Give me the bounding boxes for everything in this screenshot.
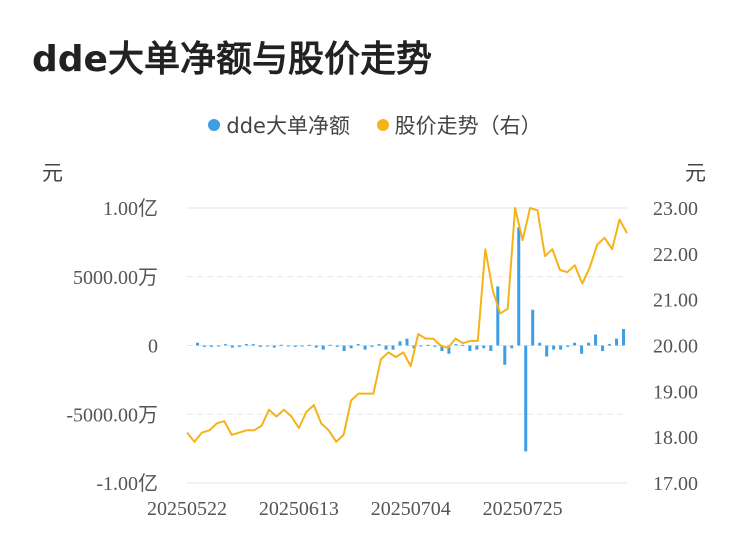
bar	[349, 345, 353, 349]
x-tick-label: 20250725	[483, 498, 563, 520]
right-tick-label: 19.00	[653, 381, 698, 403]
bar	[335, 345, 339, 347]
bar	[524, 345, 528, 452]
bar	[510, 345, 514, 349]
left-tick-label: -5000.00万	[66, 404, 158, 426]
bar	[370, 345, 374, 347]
bar	[538, 342, 542, 346]
bar	[503, 345, 507, 365]
bar	[265, 345, 269, 347]
bar	[202, 345, 206, 347]
bar	[433, 345, 437, 347]
bar	[251, 344, 255, 346]
bar	[342, 345, 346, 351]
bar	[566, 345, 570, 347]
left-tick-label: 5000.00万	[73, 267, 158, 289]
bar	[384, 345, 388, 350]
left-axis-unit: 元	[42, 161, 63, 185]
bar	[573, 342, 577, 346]
bar	[223, 344, 227, 346]
bar	[517, 227, 521, 346]
bar	[587, 342, 591, 346]
right-tick-label: 23.00	[653, 198, 698, 220]
bar	[468, 345, 472, 351]
bar	[426, 344, 430, 346]
bar	[608, 344, 612, 346]
legend-dot-blue	[208, 119, 221, 131]
legend-item-price[interactable]: 股价走势（右）	[376, 110, 542, 140]
bar	[405, 338, 409, 346]
bar	[307, 344, 311, 346]
bar	[412, 345, 416, 349]
bar	[531, 309, 535, 346]
bar	[244, 344, 248, 346]
bar	[391, 345, 395, 350]
bar	[230, 345, 234, 348]
x-tick-label: 20250613	[259, 498, 339, 520]
legend: dde大单净额 股价走势（右）	[0, 110, 750, 140]
legend-label-dde: dde大单净额	[226, 114, 350, 138]
bar	[363, 345, 367, 350]
right-tick-label: 22.00	[653, 244, 698, 266]
left-tick-label: 1.00亿	[103, 197, 158, 220]
bar	[216, 345, 220, 347]
bar	[622, 329, 626, 346]
bar	[398, 341, 402, 346]
bar	[601, 345, 605, 351]
bar	[377, 344, 381, 346]
right-tick-label: 21.00	[653, 290, 698, 312]
bar	[559, 345, 563, 350]
right-axis-unit: 元	[685, 161, 706, 185]
right-tick-label: 18.00	[653, 427, 698, 449]
left-tick-label: -1.00亿	[96, 472, 158, 495]
bar	[496, 286, 500, 346]
bar	[454, 344, 458, 346]
bar	[475, 345, 479, 350]
right-tick-label: 20.00	[653, 336, 698, 358]
bar	[552, 345, 556, 350]
x-tick-label: 20250522	[147, 498, 227, 520]
bar	[580, 345, 584, 354]
bar	[328, 344, 332, 346]
bar	[594, 334, 598, 346]
bar	[195, 342, 199, 346]
legend-dot-yellow	[376, 119, 389, 131]
bar	[489, 345, 493, 351]
bar	[286, 345, 290, 347]
right-tick-label: 17.00	[653, 473, 698, 495]
chart-title: dde大单净额与股价走势	[32, 39, 432, 80]
bar	[356, 344, 360, 346]
bar	[447, 345, 451, 354]
bar	[482, 345, 486, 349]
legend-item-dde[interactable]: dde大单净额	[208, 110, 350, 140]
bar	[461, 344, 465, 346]
bar	[258, 345, 262, 347]
bar	[237, 345, 241, 347]
bar	[300, 345, 304, 347]
bar	[545, 345, 549, 357]
bar	[293, 345, 297, 347]
bar	[321, 345, 325, 350]
bar	[272, 345, 276, 348]
bar	[314, 345, 318, 348]
bar	[615, 338, 619, 346]
legend-label-price: 股价走势（右）	[394, 114, 542, 138]
bar	[279, 344, 283, 346]
price-line	[186, 207, 628, 443]
x-tick-label: 20250704	[371, 498, 451, 520]
bar	[440, 345, 444, 351]
left-tick-label: 0	[148, 336, 158, 358]
bar	[419, 345, 423, 347]
bar	[209, 345, 213, 347]
